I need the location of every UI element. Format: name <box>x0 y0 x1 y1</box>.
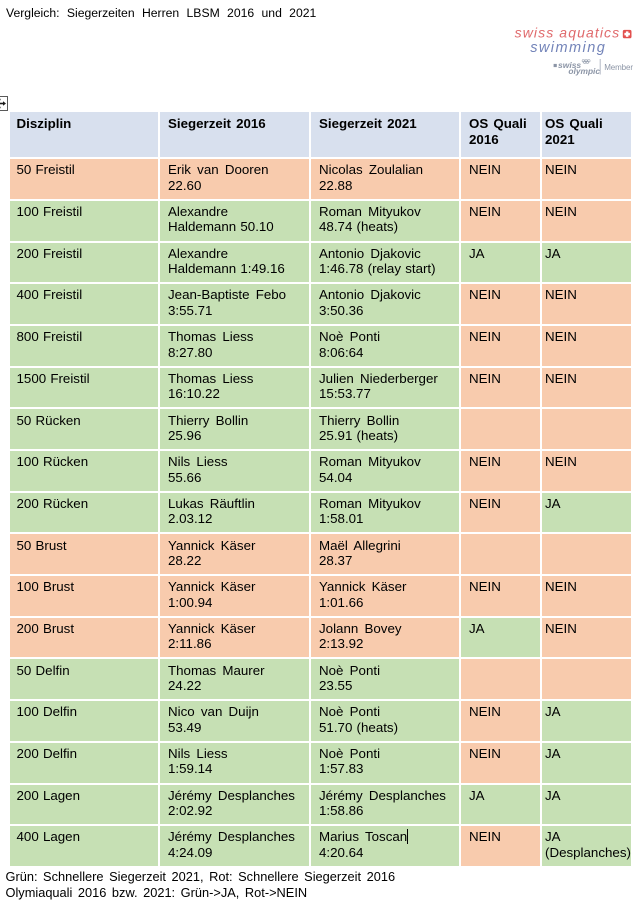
svg-text:swiss aquatics: swiss aquatics <box>515 24 621 40</box>
svg-text:swiss: swiss <box>558 60 581 70</box>
svg-text:olympic: olympic <box>568 66 600 76</box>
svg-text:swimming: swimming <box>530 40 606 56</box>
svg-text:Member: Member <box>604 63 633 72</box>
